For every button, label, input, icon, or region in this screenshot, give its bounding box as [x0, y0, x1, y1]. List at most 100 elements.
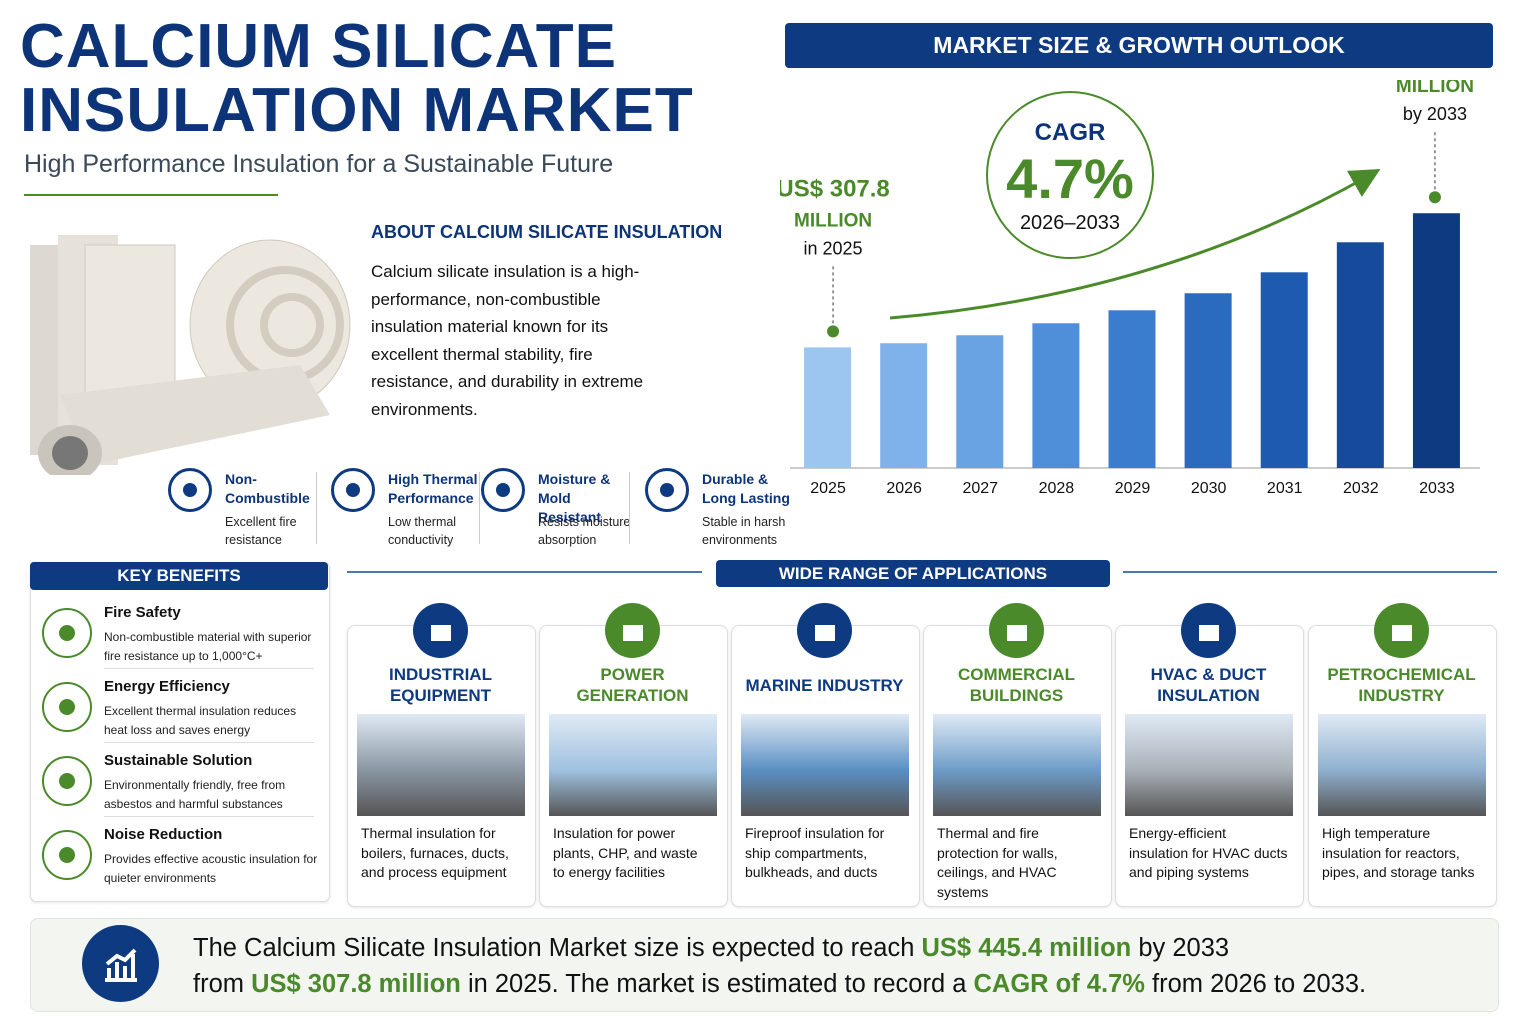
application-title: HVAC & DUCT INSULATION [1150, 665, 1267, 705]
summary-highlight: US$ 445.4 million [921, 934, 1132, 962]
application-desc: Thermal and fire protection for walls, c… [937, 825, 1058, 900]
divider [104, 816, 314, 817]
application-image [1125, 714, 1293, 816]
x-tick-label: 2030 [1191, 480, 1227, 497]
x-tick-label: 2025 [810, 480, 846, 497]
application-title: MARINE INDUSTRY [745, 675, 904, 695]
feature-title: Moisture & Mold Resistant [538, 471, 611, 525]
applications-heading: WIDE RANGE OF APPLICATIONS [716, 560, 1110, 587]
bar [1412, 213, 1460, 468]
title: CALCIUM SILICATE [20, 12, 617, 81]
application-desc: High temperature insulation for reactors… [1322, 825, 1475, 880]
bar [1184, 293, 1232, 468]
about-text: Calcium silicate insulation is a high-pe… [371, 262, 644, 419]
bar [956, 335, 1004, 468]
summary-highlight: US$ 307.8 million [251, 970, 461, 998]
feature-desc: Excellent fire resistance [225, 515, 297, 547]
bar [1260, 272, 1308, 468]
application-image [741, 714, 909, 816]
application-icon [605, 603, 660, 658]
application-title: INDUSTRIAL EQUIPMENT [389, 665, 492, 705]
application-title: PETROCHEMICAL INDUSTRY [1327, 665, 1476, 705]
summary-panel [30, 918, 1499, 1012]
annotation-dot [827, 325, 840, 338]
application-title: COMMERCIAL BUILDINGS [957, 665, 1076, 705]
growth-arrow [889, 169, 1381, 320]
divider [479, 472, 480, 544]
application-icon [1374, 603, 1429, 658]
application-icon [797, 603, 852, 658]
divider [24, 194, 278, 196]
x-tick-label: 2026 [886, 480, 922, 497]
annotation-dot [1428, 191, 1441, 204]
x-tick-label: 2033 [1419, 480, 1455, 497]
benefit-icon [42, 756, 92, 806]
application-icon [413, 603, 468, 658]
bar [1032, 323, 1080, 468]
feature-icon [331, 468, 375, 512]
benefit-desc: Excellent thermal insulation reduces hea… [104, 704, 297, 737]
application-image [549, 714, 717, 816]
title: INSULATION MARKET [20, 76, 694, 145]
annotation-when: by 2033 [1403, 104, 1467, 124]
benefit-desc: Provides effective acoustic insulation f… [104, 852, 318, 885]
application-desc: Thermal insulation for boilers, furnaces… [361, 825, 509, 880]
summary-icon [82, 925, 159, 1002]
divider [104, 668, 314, 669]
benefit-icon [42, 830, 92, 880]
benefit-icon [42, 608, 92, 658]
cagr-circle [986, 91, 1154, 259]
summary-text: from 2026 to 2033. [1144, 970, 1367, 998]
bar [804, 347, 852, 468]
benefit-title: Noise Reduction [104, 826, 223, 843]
summary-highlight: CAGR of 4.7% [973, 970, 1145, 998]
benefit-title: Sustainable Solution [104, 752, 253, 769]
cagr-period: 2026–2033 [1020, 212, 1120, 234]
application-desc: Energy-efficient insulation for HVAC duc… [1129, 825, 1288, 880]
application-title: POWER GENERATION [576, 665, 689, 705]
feature-title: High Thermal Performance [388, 471, 478, 506]
application-image [933, 714, 1101, 816]
bar [880, 343, 928, 468]
feature-title: Non-Combustible [225, 471, 310, 506]
feature-icon [481, 468, 525, 512]
cagr-value: 4.7% [1006, 147, 1134, 210]
feature-desc: Stable in harsh environments [702, 515, 786, 547]
x-tick-label: 2031 [1267, 480, 1303, 497]
about-heading: ABOUT CALCIUM SILICATE INSULATION [371, 222, 723, 242]
divider [347, 571, 702, 573]
benefit-desc: Non-combustible material with superior f… [104, 630, 312, 663]
benefits-heading: KEY BENEFITS [30, 562, 328, 590]
divider [1123, 571, 1497, 573]
feature-title: Durable & Long Lasting [702, 471, 790, 506]
summary-text: The Calcium Silicate Insulation Market s… [193, 934, 922, 962]
chart: CAGR 4.7% 2026–2033 2025 2026 2027 2028 2029… [780, 80, 1480, 497]
benefit-title: Energy Efficiency [104, 678, 230, 695]
application-image [357, 714, 525, 816]
outlook-heading: MARKET SIZE & GROWTH OUTLOOK [785, 23, 1493, 68]
bar [1108, 310, 1156, 468]
application-desc: Fireproof insulation for ship compartmen… [745, 825, 885, 880]
benefit-desc: Environmentally friendly, free from asbe… [104, 778, 286, 811]
cagr-label: CAGR [1035, 119, 1106, 146]
feature-icon [645, 468, 689, 512]
application-desc: Insulation for power plants, CHP, and wa… [553, 825, 698, 880]
x-tick-label: 2029 [1115, 480, 1151, 497]
divider [316, 472, 317, 544]
annotation-unit: MILLION [1396, 80, 1474, 97]
benefit-title: Fire Safety [104, 604, 181, 621]
divider [104, 742, 314, 743]
application-icon [1181, 603, 1236, 658]
subtitle: High Performance Insulation for a Sustai… [24, 150, 614, 178]
x-tick-label: 2027 [962, 480, 998, 497]
benefit-icon [42, 682, 92, 732]
product-image [30, 235, 351, 475]
feature-desc: Low thermal conductivity [388, 515, 457, 547]
feature-desc: Resists moisture absorption [538, 515, 631, 547]
application-icon [989, 603, 1044, 658]
x-tick-label: 2028 [1039, 480, 1075, 497]
application-image [1318, 714, 1486, 816]
summary-text: The Calcium Silicate Insulation Market s… [193, 930, 1366, 1002]
feature-icon [168, 468, 212, 512]
